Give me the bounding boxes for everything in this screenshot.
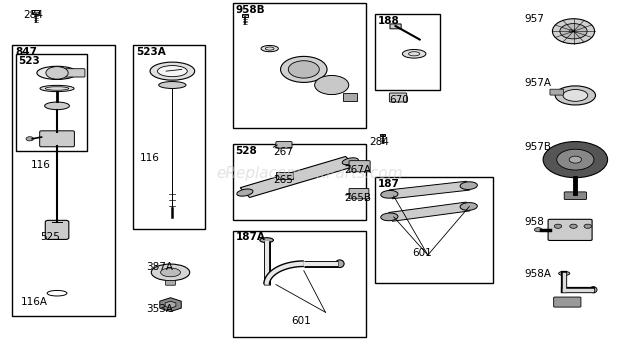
Ellipse shape — [157, 66, 187, 77]
Ellipse shape — [280, 56, 327, 82]
Circle shape — [584, 224, 591, 228]
Bar — [232, 144, 366, 220]
Circle shape — [554, 224, 562, 228]
FancyBboxPatch shape — [276, 142, 292, 148]
Ellipse shape — [288, 61, 319, 78]
Bar — [133, 45, 205, 229]
FancyBboxPatch shape — [32, 10, 40, 14]
Text: eReplacementParts.com: eReplacementParts.com — [216, 166, 404, 181]
Text: 523: 523 — [19, 56, 40, 66]
Polygon shape — [389, 202, 470, 221]
Text: 670: 670 — [389, 95, 409, 105]
FancyBboxPatch shape — [65, 69, 85, 77]
Ellipse shape — [559, 271, 570, 276]
FancyBboxPatch shape — [343, 93, 356, 101]
Bar — [232, 231, 366, 337]
FancyBboxPatch shape — [390, 24, 401, 29]
Text: 284: 284 — [24, 10, 43, 20]
Text: 958: 958 — [524, 217, 544, 227]
Circle shape — [46, 67, 68, 79]
Text: 525: 525 — [40, 232, 60, 243]
FancyBboxPatch shape — [45, 220, 69, 239]
Circle shape — [26, 137, 33, 141]
Text: 957B: 957B — [524, 142, 551, 152]
Bar — [16, 54, 87, 151]
Ellipse shape — [563, 90, 588, 101]
Text: 265: 265 — [273, 175, 293, 185]
Ellipse shape — [381, 191, 398, 198]
FancyBboxPatch shape — [276, 172, 293, 179]
Ellipse shape — [590, 287, 597, 293]
FancyBboxPatch shape — [40, 131, 74, 147]
Ellipse shape — [151, 264, 190, 281]
Text: 957A: 957A — [524, 78, 551, 88]
Ellipse shape — [460, 203, 477, 210]
Bar — [232, 3, 366, 128]
Text: OIL: OIL — [569, 29, 578, 34]
FancyBboxPatch shape — [349, 188, 369, 199]
Circle shape — [557, 149, 594, 170]
Text: 847: 847 — [16, 47, 37, 57]
Polygon shape — [389, 181, 470, 199]
Ellipse shape — [335, 260, 344, 268]
Polygon shape — [241, 156, 355, 197]
FancyBboxPatch shape — [550, 89, 564, 95]
Ellipse shape — [40, 85, 74, 92]
FancyBboxPatch shape — [166, 280, 175, 285]
Circle shape — [534, 228, 542, 232]
FancyBboxPatch shape — [564, 192, 587, 200]
Text: 601: 601 — [412, 248, 432, 258]
FancyBboxPatch shape — [379, 134, 386, 136]
Ellipse shape — [37, 66, 77, 79]
Ellipse shape — [552, 19, 595, 44]
Ellipse shape — [460, 182, 477, 189]
Text: 116A: 116A — [20, 297, 48, 307]
FancyBboxPatch shape — [349, 161, 370, 172]
Text: 267A: 267A — [344, 165, 371, 175]
Text: 387A: 387A — [146, 262, 173, 272]
Bar — [375, 14, 440, 90]
Text: 116: 116 — [140, 153, 159, 163]
Text: 523A: 523A — [136, 47, 166, 57]
Ellipse shape — [342, 158, 358, 165]
Bar — [375, 177, 493, 283]
Ellipse shape — [237, 189, 253, 196]
Text: 187: 187 — [378, 179, 400, 189]
Ellipse shape — [315, 75, 349, 94]
Text: 267: 267 — [273, 147, 293, 158]
Ellipse shape — [261, 45, 278, 52]
Circle shape — [543, 142, 608, 178]
Text: 188: 188 — [378, 16, 400, 26]
Ellipse shape — [260, 238, 273, 243]
Text: 265B: 265B — [344, 193, 371, 203]
Text: 528: 528 — [236, 146, 257, 156]
FancyBboxPatch shape — [389, 93, 407, 102]
Text: 958A: 958A — [524, 269, 551, 279]
Text: 116: 116 — [31, 160, 51, 170]
Text: 957: 957 — [524, 14, 544, 24]
Ellipse shape — [45, 102, 69, 110]
Text: 187A: 187A — [236, 232, 265, 243]
Ellipse shape — [381, 213, 398, 221]
Text: 353A: 353A — [146, 304, 173, 314]
Bar — [12, 45, 115, 316]
Circle shape — [560, 24, 587, 39]
Ellipse shape — [161, 268, 180, 277]
Circle shape — [570, 224, 577, 228]
Circle shape — [569, 156, 582, 163]
Text: 284: 284 — [369, 137, 389, 147]
Ellipse shape — [159, 82, 186, 88]
Ellipse shape — [402, 50, 426, 58]
Text: 601: 601 — [291, 316, 311, 326]
Ellipse shape — [150, 62, 195, 80]
FancyBboxPatch shape — [242, 14, 248, 17]
Ellipse shape — [556, 86, 595, 105]
FancyBboxPatch shape — [548, 219, 592, 240]
Text: 958B: 958B — [236, 5, 265, 15]
FancyBboxPatch shape — [554, 297, 581, 307]
